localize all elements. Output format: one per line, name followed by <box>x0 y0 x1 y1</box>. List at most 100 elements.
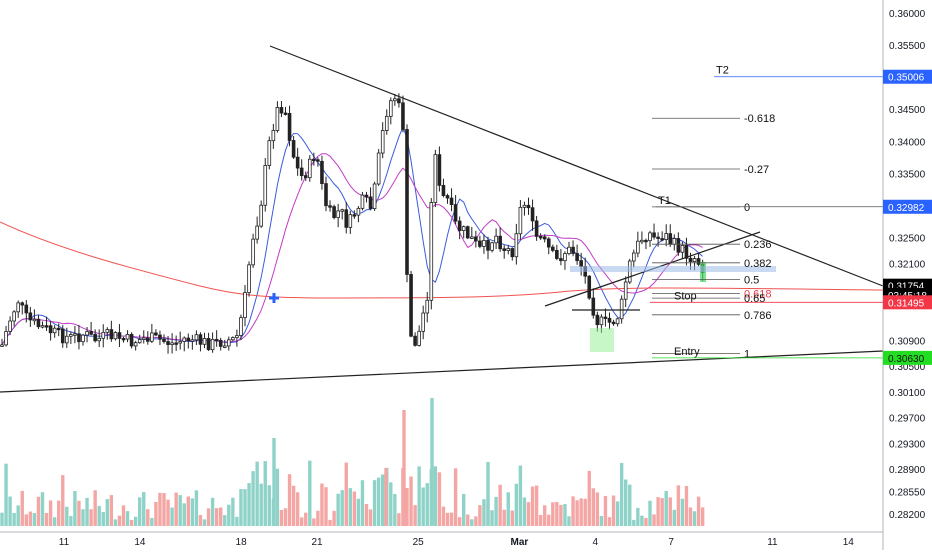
volume-bar <box>575 500 579 526</box>
y-tick-label: 0.29300 <box>889 439 926 450</box>
candle-body <box>129 334 134 347</box>
volume-bar <box>138 497 142 526</box>
candle-body <box>271 130 276 142</box>
volume-bar <box>162 493 166 526</box>
volume-bar <box>417 466 421 526</box>
candle-body <box>551 246 555 251</box>
candle-body <box>522 204 527 208</box>
t1-label: T1 <box>658 195 671 207</box>
candle-body <box>150 332 154 342</box>
candle-body <box>291 140 296 158</box>
x-tick-label: 25 <box>413 537 425 548</box>
candle-body <box>417 330 421 346</box>
stop-label: Stop <box>674 290 697 302</box>
volume-bar <box>611 495 616 526</box>
candle-body <box>158 334 162 340</box>
candle-body <box>409 274 413 337</box>
candle-body <box>89 331 93 335</box>
candle-body <box>190 339 195 342</box>
candle-body <box>4 331 8 346</box>
candle-body <box>166 341 170 345</box>
y-tick-label: 0.28200 <box>889 510 926 521</box>
volume-bar <box>684 485 689 526</box>
volume-bar <box>664 490 668 526</box>
volume-bar <box>660 498 664 526</box>
volume-bar <box>81 509 85 526</box>
candle-body <box>652 232 656 238</box>
candle-body <box>299 167 304 176</box>
volume-bar <box>109 495 114 526</box>
volume-bar <box>279 509 284 526</box>
y-tick-label: 0.28550 <box>889 488 926 499</box>
candle-body <box>198 334 203 345</box>
candle-body <box>388 100 393 117</box>
volume-bar <box>89 509 93 526</box>
candle-body <box>145 337 150 342</box>
candle-body <box>648 232 652 242</box>
candle-body <box>263 165 268 206</box>
volume-bar <box>628 484 632 526</box>
candle-body <box>65 335 69 344</box>
volume-bar <box>166 499 170 526</box>
volume-bar <box>680 498 685 526</box>
volume-bar <box>142 492 146 526</box>
volume-bar <box>506 492 510 526</box>
volume-bar <box>52 517 57 526</box>
volume-bar <box>368 509 373 526</box>
volume-bar <box>478 505 482 526</box>
candle-body <box>73 333 77 336</box>
volume-bar <box>186 496 190 526</box>
candle-body <box>97 337 102 342</box>
volume-bar <box>421 487 425 526</box>
y-tick-label: 0.34500 <box>889 105 926 116</box>
candle-body <box>178 341 183 344</box>
volume-bar <box>534 485 539 526</box>
y-tick-label: 0.33500 <box>889 169 926 180</box>
volume-bar <box>223 515 227 526</box>
volume-bar <box>453 468 458 526</box>
candle-body <box>498 235 502 250</box>
volume-bar <box>583 498 587 526</box>
trendline-upper <box>269 45 884 287</box>
volume-bar <box>69 516 73 526</box>
volume-bar <box>543 505 547 526</box>
candle-body <box>279 107 284 114</box>
volume-bar <box>4 463 8 526</box>
candle-body <box>16 302 20 313</box>
volume-bar <box>324 487 328 526</box>
volume-bar <box>482 499 486 526</box>
candle-body <box>380 130 385 154</box>
volume-bar <box>494 496 498 526</box>
candle-body <box>231 337 235 341</box>
volume-bar <box>486 462 490 526</box>
candle-body <box>182 337 187 342</box>
volume-bar <box>567 516 571 526</box>
candle-body <box>644 239 648 243</box>
volume-bar <box>287 474 292 526</box>
candle-body <box>81 334 85 343</box>
y-tick-label: 0.32500 <box>889 234 926 245</box>
volume-bar <box>316 510 320 526</box>
volume-bar <box>457 517 462 526</box>
fib-level-label: -0.27 <box>744 164 769 176</box>
volume-bar <box>700 507 705 526</box>
volume-bar <box>133 516 138 526</box>
volume-bar <box>304 512 308 526</box>
candle-body <box>336 210 340 218</box>
candle-body <box>421 312 425 332</box>
volume-bar <box>397 513 401 526</box>
volume-bar <box>615 501 620 526</box>
candle-body <box>48 325 53 334</box>
volume-bar <box>227 504 231 526</box>
price-label-box <box>883 350 932 365</box>
volume-bar <box>413 505 417 526</box>
x-tick-label: 7 <box>668 537 674 548</box>
candle-body <box>457 220 462 232</box>
candle-body <box>316 159 320 162</box>
volume-bar <box>291 485 296 526</box>
ma-slow-line <box>0 221 884 299</box>
candle-body <box>109 329 114 340</box>
fib-level-label: 0.65 <box>744 293 765 305</box>
volume-bar <box>352 491 357 526</box>
